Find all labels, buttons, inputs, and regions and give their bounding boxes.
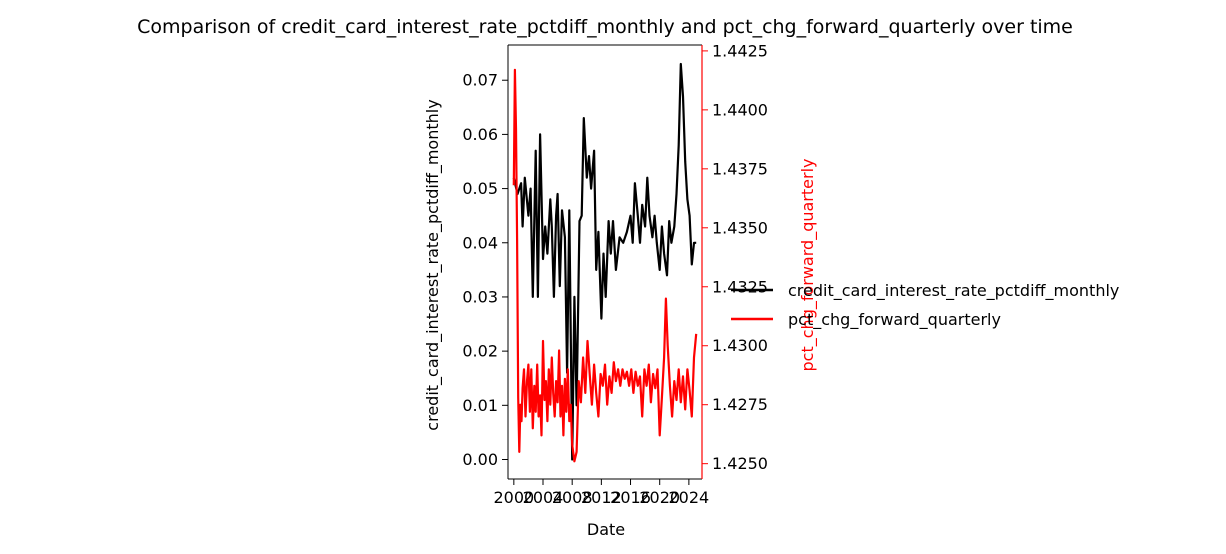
x-tick-label: 2004 <box>523 488 564 507</box>
right-y-axis-label: pct_chg_forward_quarterly <box>798 159 818 372</box>
left-y-axis: 0.00 0.01 0.02 0.03 0.04 0.05 0.06 0.07 <box>462 71 508 469</box>
legend: credit_card_interest_rate_pctdiff_monthl… <box>731 281 1119 330</box>
right-y-tick-label: 1.4375 <box>712 159 768 178</box>
x-tick-label: 2020 <box>639 488 680 507</box>
right-y-tick-label: 1.4400 <box>712 100 768 119</box>
x-tick-label: 2012 <box>581 488 622 507</box>
series-line-pct-chg-forward <box>512 68 698 463</box>
left-y-tick-label: 0.07 <box>462 71 498 90</box>
plot-frame <box>507 44 703 480</box>
left-y-tick-label: 0.03 <box>462 287 498 306</box>
right-y-tick-label: 1.4250 <box>712 454 768 473</box>
series-line-credit-card-rate <box>512 62 697 461</box>
left-y-tick-label: 0.04 <box>462 233 498 252</box>
chart-title: Comparison of credit_card_interest_rate_… <box>137 16 1073 38</box>
x-tick-label: 2000 <box>493 488 534 507</box>
x-tick-label: 2008 <box>552 488 593 507</box>
left-y-tick-label: 0.05 <box>462 179 498 198</box>
x-axis-label: Date <box>587 520 625 539</box>
legend-label-left: credit_card_interest_rate_pctdiff_monthl… <box>788 281 1119 301</box>
right-y-axis: 1.4250 1.4275 1.4300 1.4325 1.4350 1.4375 1.44… <box>702 41 768 473</box>
left-y-tick-label: 0.06 <box>462 125 498 144</box>
series-right-line <box>512 68 698 463</box>
right-y-tick-label: 1.4300 <box>712 336 768 355</box>
left-y-tick-label: 0.01 <box>462 396 498 415</box>
series-left-line <box>512 62 697 461</box>
right-y-tick-label: 1.4325 <box>712 277 768 296</box>
left-y-tick-label: 0.00 <box>462 450 498 469</box>
right-y-tick-label: 1.4425 <box>712 41 768 60</box>
left-y-axis-label: credit_card_interest_rate_pctdiff_monthl… <box>423 99 443 430</box>
right-y-tick-label: 1.4350 <box>712 218 768 237</box>
x-tick-label: 2016 <box>610 488 651 507</box>
legend-label-right: pct_chg_forward_quarterly <box>788 310 1001 330</box>
left-y-tick-label: 0.02 <box>462 342 498 361</box>
x-tick-label: 2024 <box>669 488 710 507</box>
right-y-tick-label: 1.4275 <box>712 395 768 414</box>
